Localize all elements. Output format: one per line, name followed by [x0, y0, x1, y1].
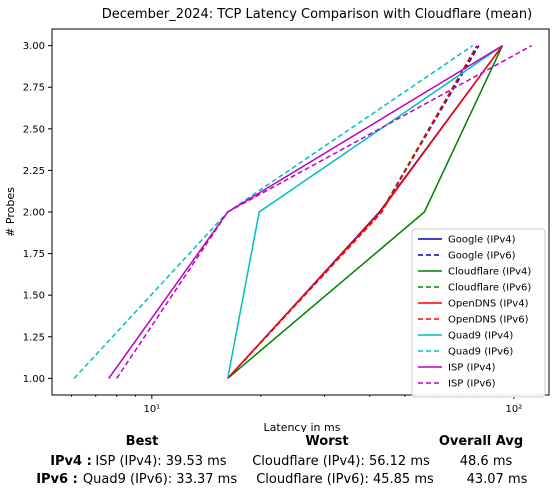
ipv4-avg: 48.6 ms	[459, 454, 513, 469]
x-axis: 10¹ 10²	[71, 395, 523, 415]
y-tick-label: 1.75	[23, 249, 45, 260]
y-tick-label: 2.50	[23, 124, 45, 135]
row-label-ipv6: IPv6 :	[36, 472, 78, 487]
legend-label: ISP (IPv4)	[448, 363, 496, 374]
y-tick-label: 2.25	[23, 166, 45, 177]
y-tick-label: 2.00	[23, 208, 45, 219]
series-line	[116, 44, 533, 379]
series-line	[226, 44, 503, 379]
y-tick-label: 1.50	[23, 291, 45, 302]
row-label-ipv4: IPv4 :	[50, 454, 92, 469]
legend: Google (IPv4) Google (IPv6) Cloudflare (IP…	[411, 228, 546, 398]
header-overall-avg: Overall Avg	[438, 434, 524, 449]
legend-label: ISP (IPv6)	[448, 379, 496, 390]
series-lines	[73, 44, 533, 379]
legend-label: OpenDNS (IPv4)	[448, 299, 529, 310]
ipv6-avg: 43.07 ms	[466, 472, 528, 487]
y-tick-label: 1.00	[23, 374, 45, 385]
x-tick-label: 10²	[506, 404, 523, 415]
ipv6-worst: Cloudflare (IPv6): 45.85 ms	[256, 472, 434, 487]
legend-label: Cloudflare (IPv4)	[448, 267, 531, 278]
legend-box	[411, 228, 546, 398]
latency-chart: December_2024: TCP Latency Comparison wi…	[4, 7, 550, 432]
series-line	[227, 45, 478, 379]
legend-label: Quad9 (IPv6)	[448, 347, 513, 358]
y-tick-label: 2.75	[23, 83, 45, 94]
series-line	[227, 45, 504, 379]
y-tick-label: 1.25	[23, 332, 45, 343]
x-tick-label: 10¹	[143, 404, 160, 415]
y-axis: 1.00 1.25 1.50 1.75 2.00 2.25 2.50 2.75 3.00	[23, 41, 52, 385]
legend-label: Cloudflare (IPv6)	[448, 283, 531, 294]
summary-table: Best Worst Overall Avg IPv4 : ISP (IPv4)…	[0, 432, 559, 494]
legend-label: Google (IPv4)	[448, 235, 516, 246]
legend-label: Quad9 (IPv4)	[448, 331, 513, 342]
ipv4-best: ISP (IPv4): 39.53 ms	[95, 454, 227, 469]
y-tick-label: 3.00	[23, 41, 45, 52]
ipv6-best: Quad9 (IPv6): 33.37 ms	[82, 472, 238, 487]
ipv4-worst: Cloudflare (IPv4): 56.12 ms	[252, 454, 430, 469]
y-axis-label: # Probes	[4, 187, 17, 237]
legend-label: OpenDNS (IPv6)	[448, 315, 529, 326]
legend-label: Google (IPv6)	[448, 251, 516, 262]
header-best: Best	[125, 434, 159, 449]
header-worst: Worst	[305, 434, 349, 449]
x-axis-label: Latency in ms	[264, 421, 341, 432]
chart-title: December_2024: TCP Latency Comparison wi…	[102, 7, 532, 22]
